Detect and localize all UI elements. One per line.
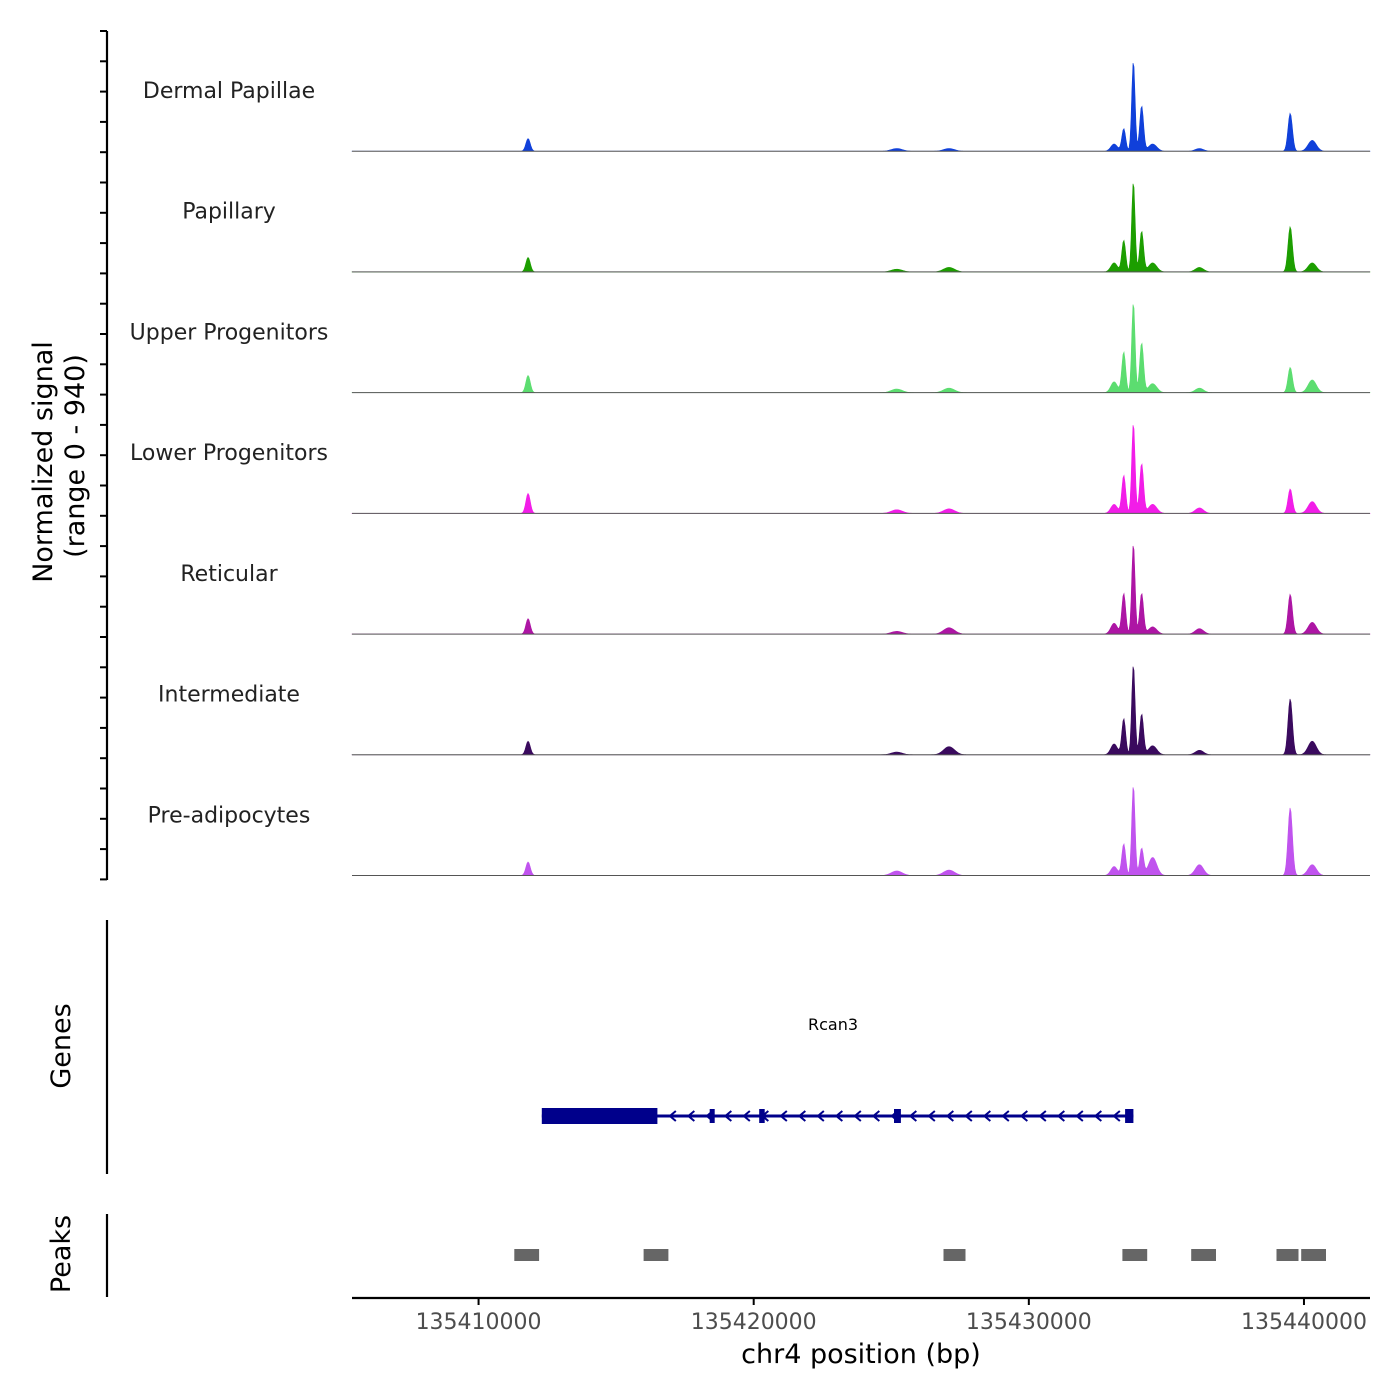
strand-arrow <box>668 1110 677 1122</box>
strand-arrow <box>686 1110 695 1122</box>
x-tick-label: 135420000 <box>691 1310 817 1335</box>
peak-region <box>1301 1249 1326 1261</box>
coverage-area <box>351 63 1371 152</box>
peak-region <box>1276 1249 1299 1261</box>
gene-exon <box>1125 1109 1134 1123</box>
strand-arrow <box>1112 1110 1121 1122</box>
peak-region <box>1191 1249 1216 1261</box>
coverage-area <box>352 787 1370 876</box>
strand-arrow <box>1038 1110 1047 1122</box>
track-label: Papillary <box>182 200 276 225</box>
peak-regions <box>514 1249 1326 1261</box>
y-axis-label-line2: (range 0 - 940) <box>60 354 91 558</box>
genes-axis-label: Genes <box>46 1003 77 1088</box>
track-label: Upper Progenitors <box>130 320 329 345</box>
peak-region <box>514 1249 540 1261</box>
coverage-area <box>351 545 1371 635</box>
strand-arrow <box>908 1110 917 1122</box>
track-label: Pre-adipocytes <box>148 803 311 828</box>
strand-arrow <box>853 1110 862 1122</box>
strand-arrow <box>779 1110 788 1122</box>
x-tick-label: 135430000 <box>966 1310 1092 1335</box>
gene-exon <box>541 1108 658 1124</box>
strand-arrow <box>834 1110 843 1122</box>
strand-arrow <box>797 1110 806 1122</box>
gene-name-label: Rcan3 <box>808 1015 858 1034</box>
strand-arrow <box>1056 1110 1065 1122</box>
x-axis-ticks: 135410000 135420000 135430000 135440000 <box>416 1298 1367 1335</box>
strand-arrow <box>1001 1110 1010 1122</box>
y-axis-label-line1: Normalized signal <box>28 341 59 583</box>
strand-arrow <box>945 1110 954 1122</box>
gene-model <box>541 1108 1134 1124</box>
track-label: Dermal Papillae <box>143 79 315 104</box>
x-tick-label: 135440000 <box>1241 1310 1367 1335</box>
peak-region <box>1122 1249 1148 1261</box>
strand-arrow <box>982 1110 991 1122</box>
gene-exon <box>759 1109 765 1123</box>
strand-arrow <box>1093 1110 1102 1122</box>
coverage-area <box>351 183 1371 273</box>
peaks-axis-label: Peaks <box>46 1215 77 1293</box>
strand-arrow <box>1019 1110 1028 1122</box>
x-axis-label: chr4 position (bp) <box>741 1339 981 1370</box>
track-label: Lower Progenitors <box>130 441 328 466</box>
x-tick-label: 135410000 <box>416 1310 542 1335</box>
coverage-tracks: Dermal Papillae Papillary Upper Progenitor… <box>130 63 1371 876</box>
strand-arrow <box>742 1110 751 1122</box>
track-label: Intermediate <box>158 683 300 708</box>
track-label: Reticular <box>180 562 278 587</box>
gene-exon <box>709 1109 715 1123</box>
gene-exon <box>894 1109 901 1123</box>
strand-arrow <box>964 1110 973 1122</box>
peak-region <box>643 1249 669 1261</box>
strand-arrow <box>927 1110 936 1122</box>
peak-region <box>943 1249 966 1261</box>
coverage-area <box>351 425 1371 514</box>
signal-axis-ticks <box>100 30 107 881</box>
strand-arrow <box>723 1110 732 1122</box>
coverage-area <box>351 666 1371 756</box>
coverage-area <box>351 304 1371 393</box>
strand-arrow <box>816 1110 825 1122</box>
strand-arrow <box>871 1110 880 1122</box>
strand-arrow <box>1075 1110 1084 1122</box>
